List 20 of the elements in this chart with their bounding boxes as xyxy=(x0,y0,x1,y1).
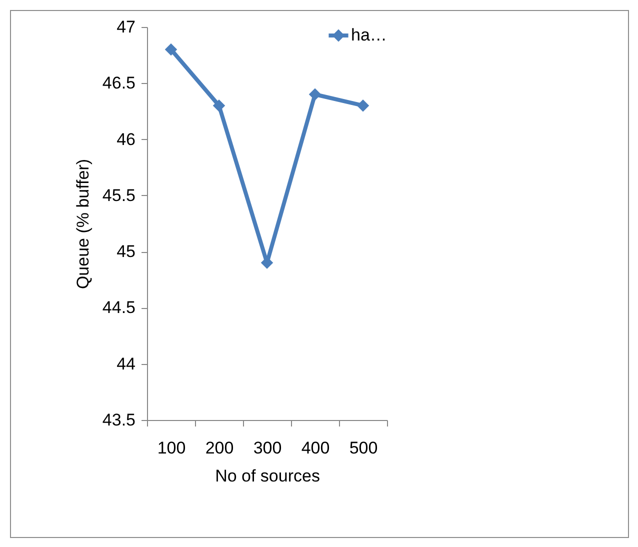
y-tick-label: 43.5 xyxy=(102,410,136,430)
legend-label: ha… xyxy=(351,26,387,44)
y-tick-label: 44.5 xyxy=(102,298,136,318)
y-tick-label: 46.5 xyxy=(102,74,136,93)
x-axis-title: No of sources xyxy=(215,466,320,486)
x-tick-label: 500 xyxy=(349,438,378,458)
x-tick-label: 100 xyxy=(157,438,186,458)
x-tick-label: 200 xyxy=(205,438,234,458)
y-tick-label: 47 xyxy=(116,18,136,36)
x-tick-label: 300 xyxy=(253,438,282,458)
point xyxy=(308,88,322,100)
y-tick-label: 45 xyxy=(116,242,136,262)
y-tick-label: 45.5 xyxy=(102,186,136,205)
y-axis-title: Queue (% buffer) xyxy=(73,158,92,290)
point xyxy=(212,99,226,112)
y-tick-label: 44 xyxy=(116,354,136,374)
x-tick-label: 400 xyxy=(301,438,330,458)
y-tick-label: 46 xyxy=(116,130,136,149)
point xyxy=(356,99,370,112)
point xyxy=(164,43,178,56)
